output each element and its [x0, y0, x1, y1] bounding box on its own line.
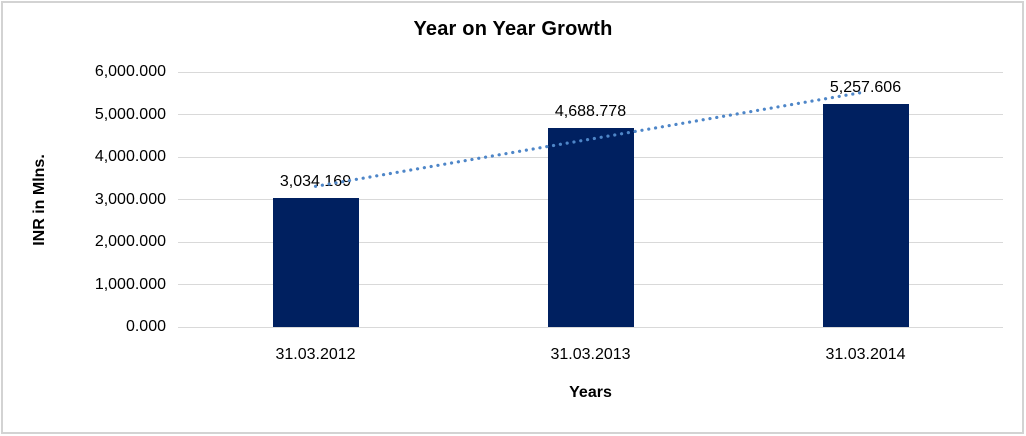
y-tick-label: 0.000 — [125, 318, 166, 335]
bar-value-label: 4,688.778 — [554, 102, 627, 120]
y-tick-label: 6,000.000 — [94, 63, 166, 80]
bar-value-label: 5,257.606 — [829, 78, 902, 96]
bar — [272, 198, 359, 327]
x-category-label: 31.03.2012 — [275, 346, 356, 363]
x-category-label: 31.03.2013 — [550, 346, 631, 363]
x-category-label: 31.03.2014 — [825, 346, 906, 363]
x-axis-title: Years — [569, 384, 612, 401]
bar — [547, 127, 634, 327]
y-axis-title: INR in Mlns. — [31, 154, 48, 246]
gridline — [178, 326, 1003, 328]
gridline — [178, 71, 1003, 73]
y-tick-label: 5,000.000 — [94, 105, 166, 123]
chart-title: Year on Year Growth — [413, 18, 613, 40]
y-tick-label: 4,000.000 — [94, 148, 166, 165]
bar — [822, 103, 909, 327]
bar-value-label: 3,034.169 — [279, 173, 352, 191]
y-tick-label: 2,000.000 — [94, 233, 166, 250]
y-tick-label: 1,000.000 — [94, 275, 166, 293]
y-tick-label: 3,000.000 — [94, 190, 166, 208]
